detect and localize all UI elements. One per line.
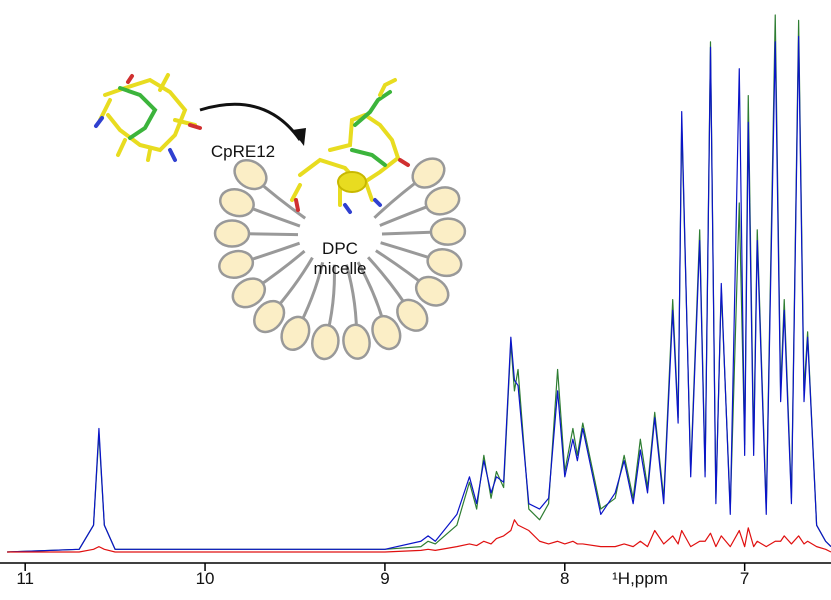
lipid-head	[342, 323, 371, 360]
lipid-head	[411, 157, 446, 189]
inset-illustration: CpRE12 DPC micelle	[94, 73, 467, 361]
x-tick-label: 7	[740, 569, 749, 588]
micelle-label: micelle	[314, 259, 367, 278]
lipid-head	[426, 248, 463, 278]
lipid-head	[311, 323, 340, 361]
lipid-head	[371, 314, 402, 351]
arrow-head	[292, 128, 306, 146]
lipid-head	[219, 188, 255, 218]
x-axis-label: ¹H,ppm	[612, 569, 668, 588]
x-tick-label: 8	[560, 569, 569, 588]
spectrum-line	[7, 519, 831, 553]
lipid-head	[218, 249, 255, 279]
lipid-head	[414, 275, 450, 307]
lipid-head	[424, 186, 461, 216]
lipid-head	[253, 299, 286, 334]
lipid-head	[231, 277, 267, 309]
peptide-free	[94, 73, 202, 162]
arrow	[199, 102, 302, 141]
plot-area	[7, 14, 831, 553]
lipid-head	[396, 298, 429, 332]
x-tick-label: 10	[196, 569, 215, 588]
lipid-head	[213, 219, 251, 248]
micelle-label: DPC	[322, 239, 358, 258]
lipid-head	[233, 158, 268, 191]
x-tick-label: 9	[380, 569, 389, 588]
lipid-head	[429, 217, 467, 246]
spectrum-line	[7, 35, 831, 553]
x-tick-label: 11	[16, 569, 34, 588]
peptide-bound	[290, 78, 410, 214]
micelle	[213, 157, 467, 361]
peptide-label: CpRE12	[211, 142, 275, 161]
lipid-head	[280, 315, 311, 351]
